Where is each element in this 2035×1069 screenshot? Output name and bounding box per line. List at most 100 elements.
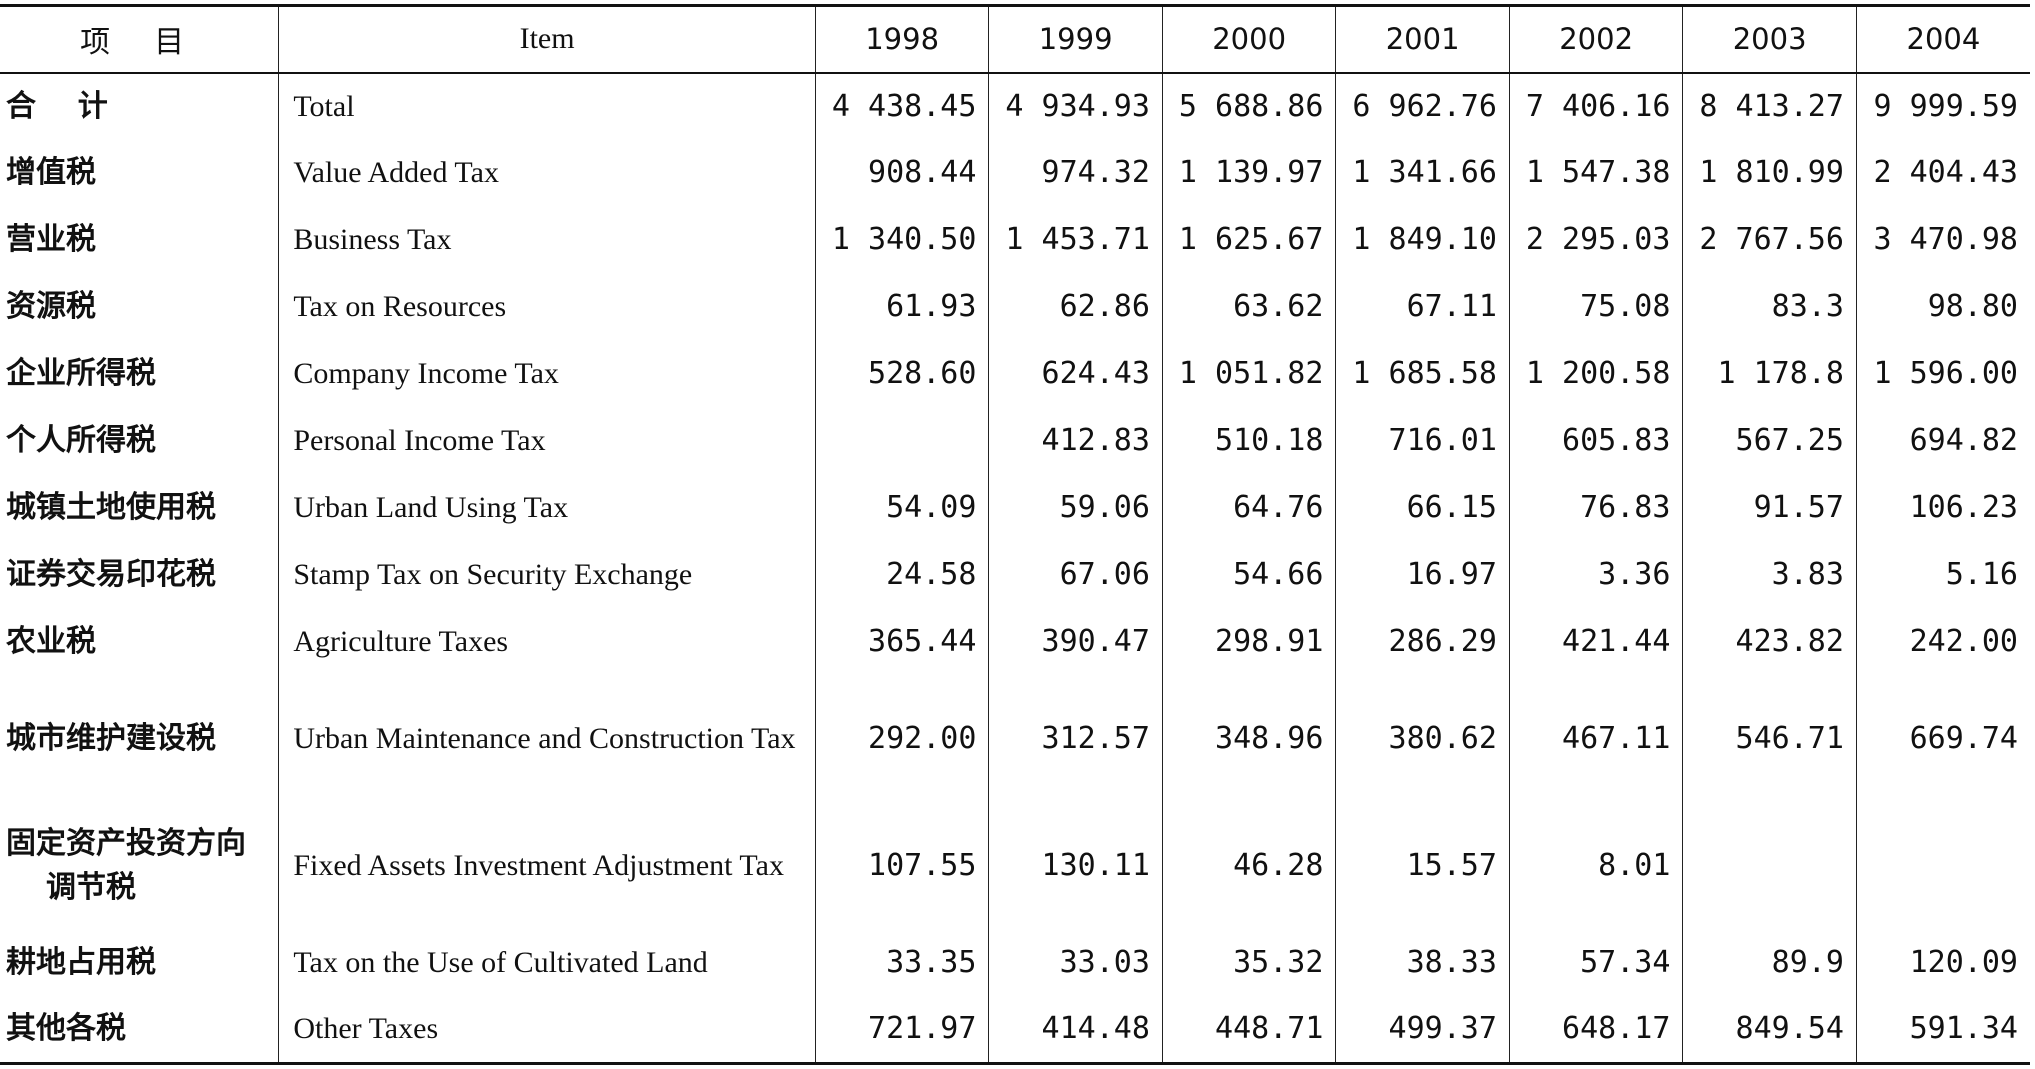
value-cell: 716.01 — [1335, 407, 1510, 475]
value-cell: 1 178.8 — [1682, 340, 1857, 408]
header-item-cn: 项目 — [0, 4, 279, 74]
value-cell: 1 849.10 — [1335, 206, 1510, 274]
table-header: 项目 Item 1998 1999 2000 2001 2002 2003 20… — [0, 4, 2030, 74]
value-cell: 24.58 — [814, 541, 989, 609]
table-row: 城市维护建设税 Urban Maintenance and Constructio… — [0, 675, 2030, 803]
value-cell: 286.29 — [1335, 608, 1510, 676]
row-label-cn: 固定资产投资方向 调节税 — [6, 826, 246, 905]
value-cell: 6 962.76 — [1335, 72, 1510, 140]
value-cell: 974.32 — [988, 139, 1163, 207]
value-cell: 98.80 — [1855, 273, 2030, 341]
value-cell: 2 767.56 — [1682, 206, 1857, 274]
value-cell: 1 685.58 — [1335, 340, 1510, 408]
value-cell: 16.97 — [1335, 541, 1510, 609]
value-cell: 62.86 — [988, 273, 1163, 341]
value-cell: 7 406.16 — [1508, 72, 1683, 140]
value-cell: 499.37 — [1335, 996, 1510, 1065]
value-cell: 64.76 — [1161, 474, 1336, 542]
value-cell: 66.15 — [1335, 474, 1510, 542]
value-cell: 4 934.93 — [988, 72, 1163, 140]
header-year: 2000 — [1161, 4, 1336, 74]
value-cell — [814, 407, 989, 475]
value-cell: 648.17 — [1508, 996, 1683, 1065]
value-cell: 1 051.82 — [1161, 340, 1336, 408]
row-label-en: Stamp Tax on Security Exchange — [278, 541, 816, 609]
row-label-cn: 企业所得税 — [6, 356, 156, 391]
value-cell: 3 470.98 — [1855, 206, 2030, 274]
header-year: 1999 — [988, 4, 1163, 74]
header-item-en: Item — [278, 4, 816, 74]
table-row: 农业税 Agriculture Taxes 365.44 390.47 298.91 28… — [0, 608, 2030, 676]
value-cell: 33.35 — [814, 929, 989, 997]
value-cell: 8 413.27 — [1682, 72, 1857, 140]
value-cell: 33.03 — [988, 929, 1163, 997]
row-label-cn: 农业税 — [6, 624, 96, 659]
row-label-en: Tax on the Use of Cultivated Land — [278, 929, 816, 997]
value-cell: 414.48 — [988, 996, 1163, 1065]
value-cell: 448.71 — [1161, 996, 1336, 1065]
value-cell: 1 139.97 — [1161, 139, 1336, 207]
row-label-cn: 资源税 — [6, 289, 96, 324]
value-cell: 669.74 — [1855, 675, 2030, 803]
row-label-cn: 城市维护建设税 — [6, 721, 216, 756]
row-label-en: Personal Income Tax — [278, 407, 816, 475]
table-row: 合 计 Total 4 438.45 4 934.93 5 688.86 6 962.76… — [0, 72, 2030, 140]
table-row: 固定资产投资方向 调节税 Fixed Assets Investment Adjus… — [0, 802, 2030, 930]
table-row: 个人所得税 Personal Income Tax 412.83 510.18 716.… — [0, 407, 2030, 475]
row-label-cn: 增值税 — [6, 155, 96, 190]
value-cell: 298.91 — [1161, 608, 1336, 676]
table-body: 合 计 Total 4 438.45 4 934.93 5 688.86 6 962.76… — [0, 72, 2030, 1065]
row-label-en: Fixed Assets Investment Adjustment Tax — [278, 802, 816, 930]
row-label-cn: 证券交易印花税 — [6, 557, 216, 592]
tax-revenue-table: 项目 Item 1998 1999 2000 2001 2002 2003 20… — [0, 4, 2030, 1065]
row-label-cn: 合 计 — [6, 88, 108, 124]
value-cell: 1 200.58 — [1508, 340, 1683, 408]
value-cell: 528.60 — [814, 340, 989, 408]
value-cell: 591.34 — [1855, 996, 2030, 1065]
value-cell: 130.11 — [988, 802, 1163, 930]
value-cell: 3.36 — [1508, 541, 1683, 609]
value-cell: 61.93 — [814, 273, 989, 341]
value-cell: 38.33 — [1335, 929, 1510, 997]
value-cell: 75.08 — [1508, 273, 1683, 341]
value-cell: 412.83 — [988, 407, 1163, 475]
row-label-en: Agriculture Taxes — [278, 608, 816, 676]
value-cell: 421.44 — [1508, 608, 1683, 676]
value-cell: 57.34 — [1508, 929, 1683, 997]
value-cell: 35.32 — [1161, 929, 1336, 997]
table-row: 资源税 Tax on Resources 61.93 62.86 63.62 67.11 7… — [0, 273, 2030, 341]
row-label-cn: 其他各税 — [0, 996, 279, 1065]
value-cell: 365.44 — [814, 608, 989, 676]
value-cell: 510.18 — [1161, 407, 1336, 475]
header-year: 2004 — [1855, 4, 2030, 74]
value-cell: 9 999.59 — [1855, 72, 2030, 140]
value-cell: 390.47 — [988, 608, 1163, 676]
value-cell: 546.71 — [1682, 675, 1857, 803]
value-cell — [1855, 802, 2030, 930]
value-cell: 721.97 — [814, 996, 989, 1065]
value-cell: 312.57 — [988, 675, 1163, 803]
value-cell: 3.83 — [1682, 541, 1857, 609]
header-row: 项目 Item 1998 1999 2000 2001 2002 2003 20… — [0, 4, 2030, 74]
table-row: 其他各税 Other Taxes 721.97 414.48 448.71 499.37 6… — [0, 996, 2030, 1065]
row-label-en: Tax on Resources — [278, 273, 816, 341]
value-cell: 2 295.03 — [1508, 206, 1683, 274]
value-cell: 67.06 — [988, 541, 1163, 609]
table-row: 增值税 Value Added Tax 908.44 974.32 1 139.97 1 … — [0, 139, 2030, 207]
value-cell: 423.82 — [1682, 608, 1857, 676]
value-cell: 106.23 — [1855, 474, 2030, 542]
row-label-cn: 城镇土地使用税 — [6, 490, 216, 525]
value-cell: 83.3 — [1682, 273, 1857, 341]
value-cell: 1 625.67 — [1161, 206, 1336, 274]
value-cell: 54.66 — [1161, 541, 1336, 609]
value-cell: 467.11 — [1508, 675, 1683, 803]
row-label-cn: 个人所得税 — [6, 423, 156, 458]
value-cell: 849.54 — [1682, 996, 1857, 1065]
value-cell: 89.9 — [1682, 929, 1857, 997]
value-cell: 605.83 — [1508, 407, 1683, 475]
row-label-en: Value Added Tax — [278, 139, 816, 207]
header-year: 1998 — [814, 4, 989, 74]
value-cell: 120.09 — [1855, 929, 2030, 997]
table-row: 证券交易印花税 Stamp Tax on Security Exchange 24.… — [0, 541, 2030, 609]
table-row: 营业税 Business Tax 1 340.50 1 453.71 1 625.67 1… — [0, 206, 2030, 274]
